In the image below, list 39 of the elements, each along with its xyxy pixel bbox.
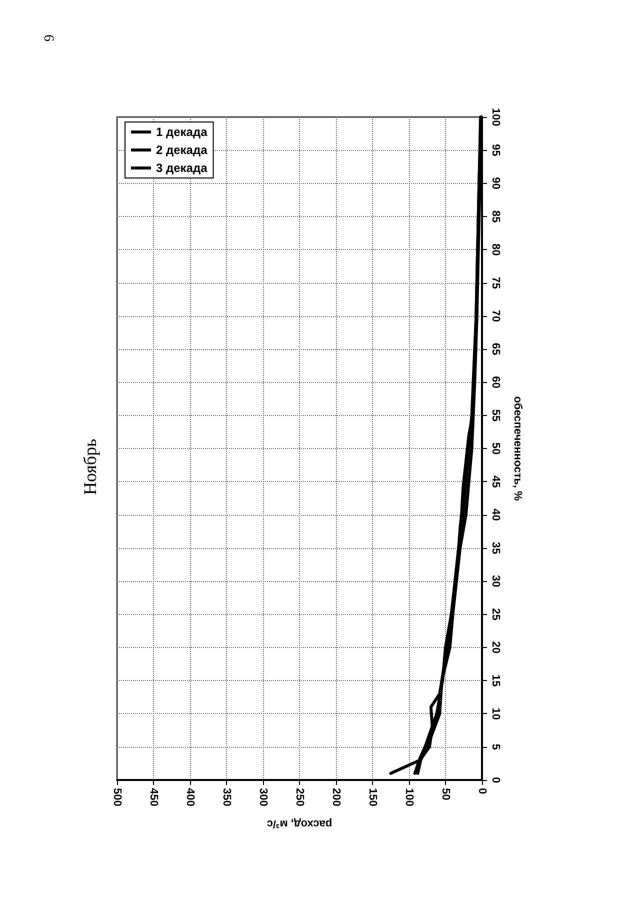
y-tick-label: 20 <box>490 641 502 654</box>
y-tick-label: 30 <box>490 574 502 588</box>
legend-label: 3 декада <box>156 161 208 175</box>
y-tick-label: 45 <box>490 476 502 488</box>
y-tick-label: 50 <box>490 442 502 455</box>
y-tick-label: 5 <box>490 744 502 750</box>
x-tick-label: 400 <box>184 788 196 806</box>
y-tick-label: 75 <box>490 276 502 289</box>
x-tick-label: 450 <box>148 788 160 806</box>
y-tick-label: 60 <box>490 376 502 388</box>
legend-label: 2 декада <box>156 143 208 157</box>
x-tick-label: 200 <box>330 788 342 806</box>
text: 6 <box>40 34 56 42</box>
y-tick-label: 55 <box>490 409 502 422</box>
y-tick-label: 85 <box>490 210 502 223</box>
x-tick-label: 100 <box>403 788 415 806</box>
y-tick-label: 35 <box>490 542 502 554</box>
x-tick-label: 0 <box>476 788 488 794</box>
x-tick-label: 300 <box>257 788 269 806</box>
y-tick-label: 70 <box>490 310 502 322</box>
y-tick-label: 65 <box>490 342 502 356</box>
y-tick-label: 100 <box>490 108 502 126</box>
x-tick-label: 150 <box>366 788 378 806</box>
x-tick-label: 350 <box>220 788 232 806</box>
x-tick-label: 50 <box>440 788 452 800</box>
x-tick-label: 250 <box>294 788 306 806</box>
y-tick-label: 25 <box>490 608 502 620</box>
y-tick-label: 90 <box>490 177 502 190</box>
legend-label: 1 декада <box>156 125 208 139</box>
y-tick-label: 15 <box>490 674 502 687</box>
y-tick-label: 95 <box>490 144 502 156</box>
y-axis-title: обеспеченность, % <box>512 396 524 502</box>
text: Ноябрь <box>80 438 101 495</box>
y-tick-label: 0 <box>490 776 502 784</box>
y-tick-label: 40 <box>490 508 502 521</box>
y-tick-label: 10 <box>490 708 502 720</box>
x-tick-label: 500 <box>111 788 123 806</box>
x-axis-title: расход, м³/с <box>266 818 332 830</box>
y-tick-label: 80 <box>490 243 502 256</box>
